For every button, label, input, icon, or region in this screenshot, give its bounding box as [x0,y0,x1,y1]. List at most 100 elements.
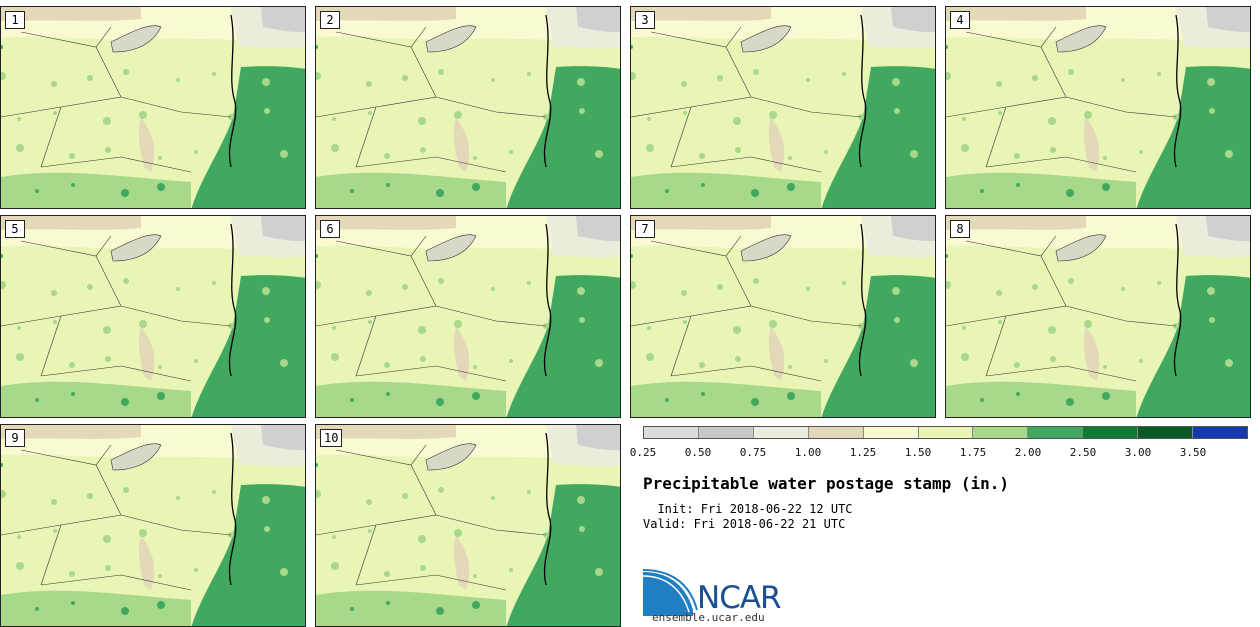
south-band [1,172,191,208]
moisture-blob [579,108,585,114]
moisture-blob [577,496,585,504]
moisture-blob [123,487,129,493]
moisture-blob [665,398,669,402]
coastline [228,432,237,586]
moisture-blob [946,45,948,49]
moisture-blob [842,281,846,285]
moisture-blob [332,326,336,330]
moisture-blob [1121,287,1125,291]
init-time: Init: Fri 2018-06-22 12 UTC [643,502,853,516]
coastline [543,14,552,168]
moisture-blob [157,392,165,400]
moisture-blob [51,81,57,87]
moisture-blob [53,111,57,115]
moisture-blob [1102,183,1110,191]
moisture-blob [946,281,951,289]
northeast-dry [261,7,305,33]
moisture-blob [788,156,792,160]
moisture-blob [579,317,585,323]
moisture-blob [262,78,270,86]
state-borders [316,444,547,591]
moisture-blob [646,144,654,152]
moisture-blob [1155,401,1161,407]
map-stamp: 6 [315,215,621,418]
coastline [228,223,237,377]
color-bar-swatch [1193,427,1247,438]
moisture-blob [105,356,111,362]
moisture-blob [579,526,585,532]
moisture-blob [527,72,531,76]
moisture-blob [769,320,777,328]
moisture-blob [454,529,462,537]
map-stamp: 3 [630,6,936,209]
moisture-blob [509,150,513,154]
moisture-blob [316,45,318,49]
moisture-blob [1191,186,1197,192]
moisture-blob [69,362,75,368]
moisture-blob [103,117,111,125]
moisture-blob [17,535,21,539]
appalachian-dry [1083,326,1100,381]
moisture-blob [1,45,3,49]
lake-erie [425,234,477,262]
moisture-blob [105,565,111,571]
moisture-blob [436,189,444,197]
moisture-blob [1157,72,1161,76]
color-bar-swatch [1083,427,1139,438]
moisture-blob [264,526,270,532]
precipitable-water-map [946,7,1250,208]
moisture-blob [699,362,705,368]
coastline [228,14,237,168]
moisture-blob [683,111,687,115]
moisture-blob [840,192,846,198]
moisture-blob [1068,278,1074,284]
precipitable-water-map [1,425,305,626]
moisture-blob [402,284,408,290]
moisture-blob [1207,78,1215,86]
stamp-member-label: 5 [5,220,25,238]
precipitable-water-map [946,216,1250,417]
moisture-blob [769,111,777,119]
moisture-blob [332,535,336,539]
ocean-moist [821,275,935,417]
moisture-blob [701,392,705,396]
moisture-blob [894,317,900,323]
moisture-blob [212,490,216,494]
color-bar-tick-label: 2.50 [1069,446,1097,459]
moisture-blob [1050,147,1056,153]
moisture-blob [212,72,216,76]
moisture-blob [139,529,147,537]
moisture-blob [961,353,969,361]
ocean-moist [191,484,305,626]
moisture-blob [1032,75,1038,81]
map-stamp: 1 [0,6,306,209]
moisture-blob [316,72,321,80]
northeast-dry [261,216,305,242]
moisture-blob [525,401,531,407]
moisture-blob [71,392,75,396]
moisture-blob [16,353,24,361]
color-bar-tick-label: 1.50 [904,446,932,459]
moisture-blob [420,147,426,153]
moisture-blob [17,117,21,121]
moisture-blob [735,356,741,362]
moisture-blob [420,356,426,362]
moisture-blob [438,69,444,75]
moisture-blob [176,78,180,82]
moisture-blob [1048,326,1056,334]
color-bar-tick-label: 1.25 [849,446,877,459]
state-borders [946,26,1177,173]
northeast-dry [576,425,620,451]
color-bar-tick-label: 0.25 [629,446,657,459]
north-tan-band [316,425,456,439]
north-tan-band [316,216,456,230]
precipitable-water-map [631,7,935,208]
north-tan-band [631,7,771,21]
moisture-blob [280,150,288,158]
lake-erie [740,25,792,53]
state-borders [1,235,232,382]
moisture-blob [262,496,270,504]
lake-erie [425,25,477,53]
moisture-blob [454,320,462,328]
color-bar [643,426,1248,439]
